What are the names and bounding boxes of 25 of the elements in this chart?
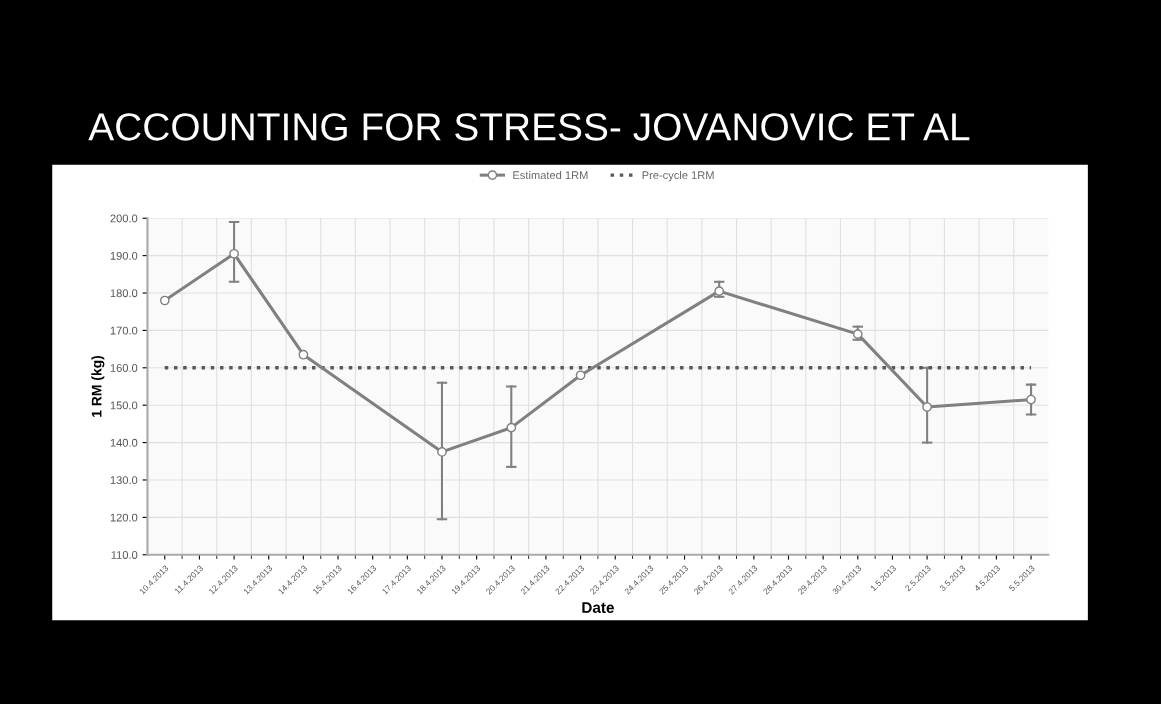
point [229, 248, 239, 259]
y-tick-label: 150.0 [110, 401, 138, 410]
point [1026, 394, 1036, 405]
y-tick-label: 120.0 [110, 513, 138, 522]
point [575, 370, 586, 381]
y-tick-label: 170.0 [110, 326, 138, 335]
y-tick-label: 180.0 [110, 289, 138, 298]
y-tick-label: 190.0 [110, 251, 138, 260]
point [714, 286, 725, 297]
legend-label: Pre-cycle 1RM [642, 170, 714, 182]
x-axis-title: Date [582, 602, 614, 613]
chart-title: ACCOUNTING FOR STRESS- JOVANOVIC ET AL [88, 113, 970, 141]
legend-label: Estimated 1RM [513, 170, 588, 180]
point [159, 295, 170, 306]
y-tick-label: 160.0 [110, 364, 138, 372]
point [298, 349, 309, 360]
y-tick-label: 140.0 [110, 438, 138, 447]
point [852, 329, 863, 340]
point [437, 447, 447, 457]
point [922, 402, 932, 412]
y-tick-label: 200.0 [110, 214, 138, 223]
y-axis-title: 1 RM (kg) [91, 355, 105, 417]
point [506, 422, 517, 433]
y-tick-label: 110.0 [111, 551, 138, 559]
y-tick-label: 130.0 [110, 476, 138, 485]
